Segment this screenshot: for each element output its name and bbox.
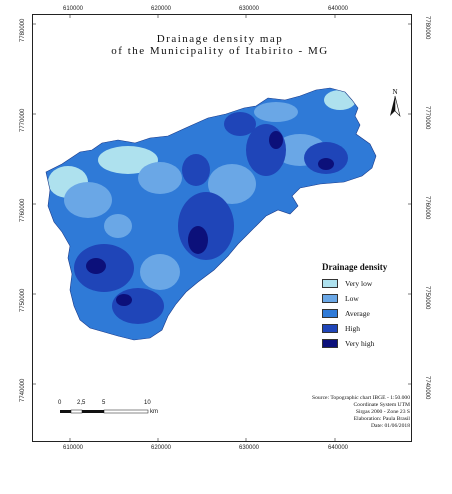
density-very-high-zone [318,158,334,170]
scale-unit: km [150,409,158,415]
x-tick-bottom: 630000 [239,445,260,451]
density-low-zone [140,254,180,290]
density-low-zone [254,102,298,122]
density-very-high-zone [188,226,208,254]
legend-swatch [322,294,338,303]
density-high-zone [112,288,164,324]
scale-bar-graphic [60,409,149,414]
x-tick-bottom: 620000 [151,445,172,451]
scale-label: 10 [144,400,151,406]
scale-label: 5 [102,400,106,406]
density-high-zone [178,192,234,260]
source-line: Date: 01/06/2018 [371,423,410,429]
density-low-zone [104,214,132,238]
source-line: Elaboration: Paula Brasil [353,416,410,422]
x-tick-top: 640000 [328,6,349,12]
legend-label: Average [345,309,370,318]
source-line: Coordinate System UTM [353,402,410,408]
source-line: Sirgas 2000 - Zone 23 S [355,409,410,415]
north-label: N [392,88,397,96]
legend-item-average: Average [322,306,402,321]
x-tick-bottom: 610000 [63,445,84,451]
legend: Drainage density Very low Low Average Hi… [322,262,402,351]
density-low-zone [64,182,112,218]
density-very-low-zone [324,90,356,110]
density-low-zone [138,162,182,194]
source-line: Source: Topographic chart IBGE - 1:50.00… [312,395,410,401]
municipality-boundary [45,87,377,341]
legend-title: Drainage density [322,262,388,272]
x-tick-bottom: 640000 [328,445,349,451]
frame-ticks [32,14,412,442]
scale-label: 2,5 [77,400,86,406]
density-very-high-zone [86,258,106,274]
legend-label: Very low [345,279,373,288]
map-title-line-2: of the Municipality of Itabirito - MG [111,45,329,57]
north-arrow-icon: N [390,88,401,117]
legend-swatch [322,339,338,348]
density-very-high-zone [269,131,283,149]
legend-item-very-high: Very high [322,336,402,351]
legend-swatch [322,324,338,333]
legend-item-high: High [322,321,402,336]
density-low-zone [208,164,256,204]
x-tick-top: 610000 [63,6,84,12]
source-block: Source: Topographic chart IBGE - 1:50.00… [296,395,410,430]
legend-swatch [322,309,338,318]
x-tick-top: 620000 [151,6,172,12]
density-very-low-zone [98,146,158,174]
legend-label: Low [345,294,359,303]
legend-item-very-low: Very low [322,276,402,291]
legend-label: High [345,324,360,333]
x-tick-top: 630000 [239,6,260,12]
map-title: Drainage density map of the Municipality… [70,33,370,57]
density-high-zone [182,154,210,186]
map-title-line-1: Drainage density map [156,33,284,45]
density-high-zone [224,112,256,136]
legend-swatch [322,279,338,288]
density-very-high-zone [116,294,132,306]
legend-item-low: Low [322,291,402,306]
scale-label: 0 [58,400,62,406]
legend-label: Very high [345,339,375,348]
